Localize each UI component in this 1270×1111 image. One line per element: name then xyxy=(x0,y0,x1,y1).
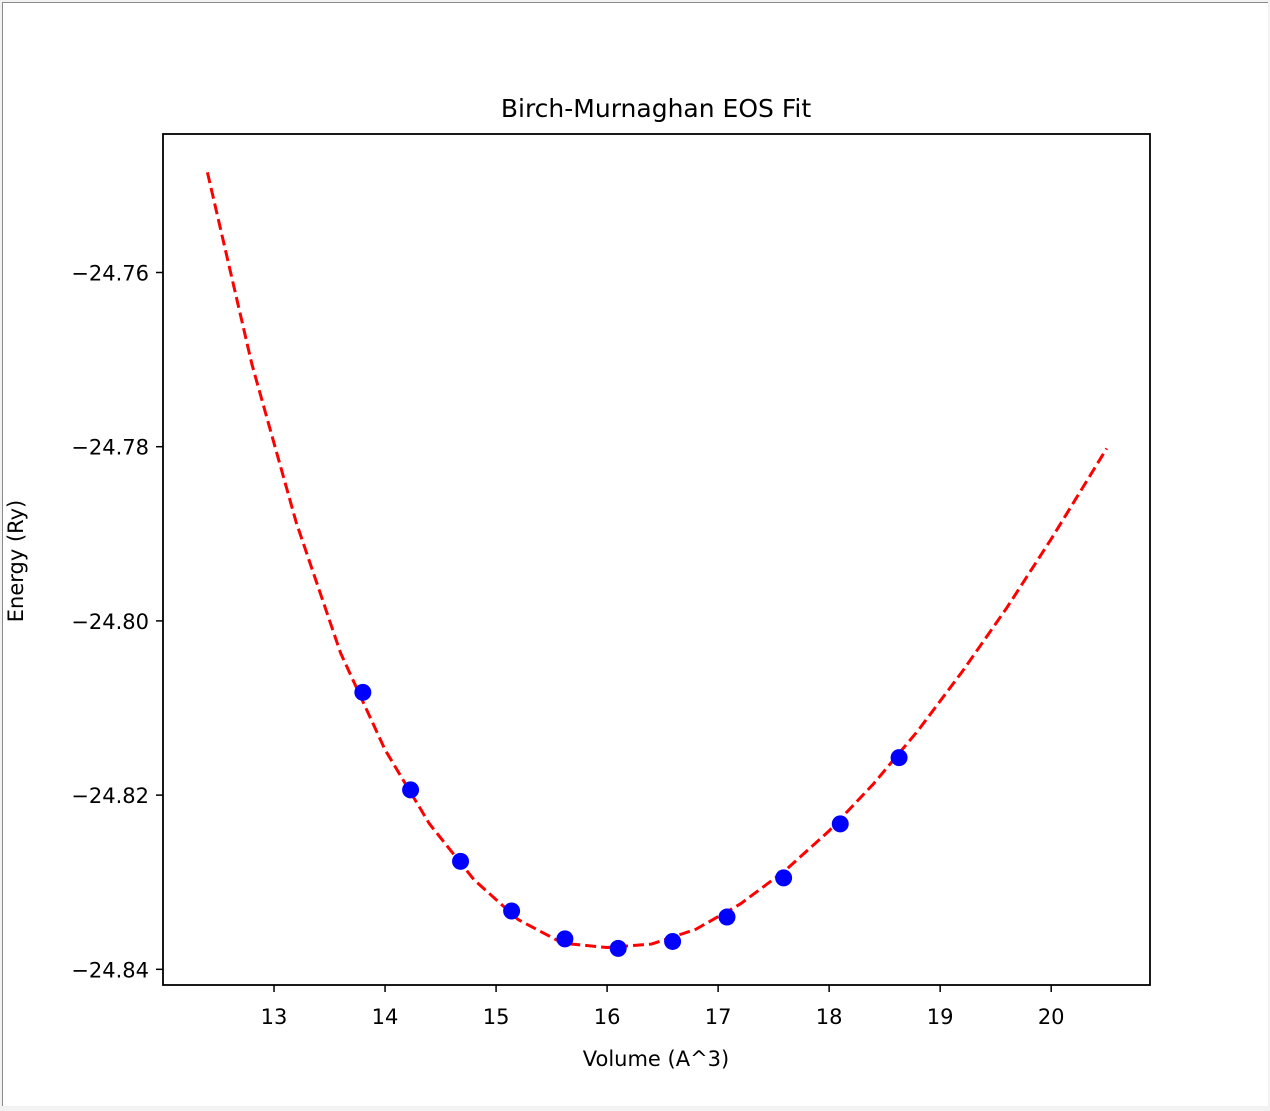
eos-chart: Birch-Murnaghan EOS Fit Volume (A^3) Ene… xyxy=(4,94,1151,1071)
data-point xyxy=(775,869,793,887)
y-axis-label: Energy (Ry) xyxy=(4,500,28,622)
x-tick-label: 17 xyxy=(705,1005,732,1029)
fit-curve xyxy=(205,171,1108,950)
x-tick-label: 18 xyxy=(816,1005,843,1029)
x-tick-label: 16 xyxy=(594,1005,621,1029)
x-tick-label: 15 xyxy=(483,1005,510,1029)
x-tick-label: 14 xyxy=(372,1005,399,1029)
x-axis-label: Volume (A^3) xyxy=(583,1047,730,1071)
plot-area: 13 14 15 16 17 18 19 20 −24.76 −24.78 −24.80 −24.82… xyxy=(71,133,1151,1029)
data-point xyxy=(831,815,849,833)
data-point xyxy=(609,939,627,957)
chart-title: Birch-Murnaghan EOS Fit xyxy=(501,94,811,123)
x-tick-label: 13 xyxy=(261,1005,288,1029)
y-tick-label: −24.80 xyxy=(71,610,149,634)
y-tick-label: −24.78 xyxy=(71,436,149,460)
data-point xyxy=(503,902,521,920)
y-tick-label: −24.82 xyxy=(71,784,149,808)
data-point xyxy=(402,781,420,799)
data-point xyxy=(718,908,736,926)
x-tick-label: 20 xyxy=(1038,1005,1065,1029)
y-tick-label: −24.84 xyxy=(71,958,149,982)
data-point xyxy=(664,932,682,950)
data-point xyxy=(556,930,574,948)
data-point xyxy=(890,749,908,767)
data-point xyxy=(452,852,470,870)
plot-frame xyxy=(162,133,1151,986)
x-tick-label: 19 xyxy=(927,1005,954,1029)
y-tick-label: −24.76 xyxy=(71,261,149,285)
data-point xyxy=(354,683,372,701)
